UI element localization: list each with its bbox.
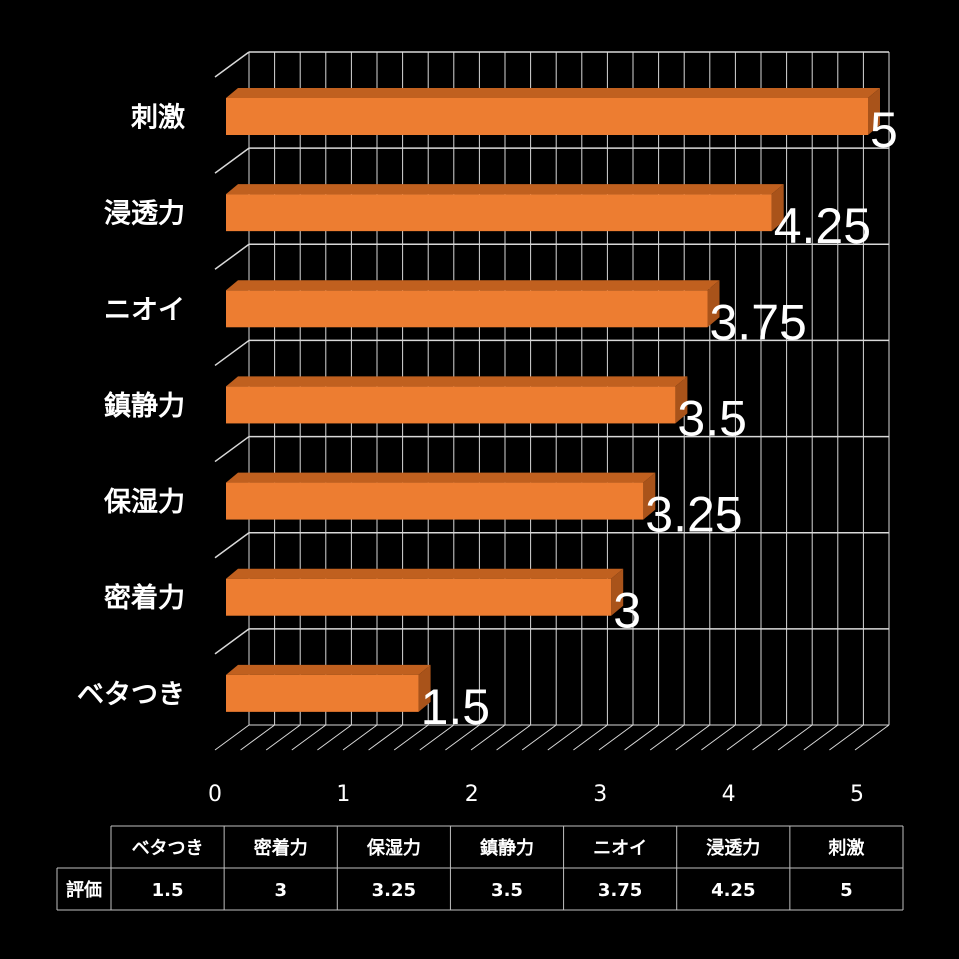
gridline-floor bbox=[752, 724, 787, 751]
gridline-floor bbox=[854, 724, 890, 751]
table-cell: 3.25 bbox=[372, 880, 416, 901]
bar bbox=[226, 290, 708, 328]
gridline-floor bbox=[598, 724, 634, 751]
data-label: 4.25 bbox=[774, 198, 871, 254]
gridline-floor bbox=[649, 724, 685, 751]
gridline-floor bbox=[393, 724, 429, 751]
gridline-floor bbox=[214, 724, 250, 751]
category-label: 密着力 bbox=[104, 582, 185, 614]
gridline-floor bbox=[675, 724, 711, 751]
bar-side bbox=[643, 472, 656, 520]
bar bbox=[226, 98, 868, 135]
x-tick-label: 3 bbox=[593, 782, 607, 807]
gridline-floor bbox=[291, 724, 327, 751]
category-label: 鎮静力 bbox=[104, 390, 185, 422]
bar bbox=[226, 386, 676, 424]
table-column-header: ベタつき bbox=[132, 838, 204, 859]
bar-top bbox=[226, 88, 880, 98]
side-wall-line bbox=[214, 532, 250, 559]
data-label: 1.5 bbox=[421, 679, 491, 735]
gridline-floor bbox=[445, 724, 480, 751]
side-wall-line bbox=[214, 435, 250, 463]
gridline-floor bbox=[547, 724, 583, 751]
gridline-floor bbox=[496, 724, 531, 751]
bar-side bbox=[868, 88, 880, 135]
table-column-header: ニオイ bbox=[593, 838, 647, 859]
x-tick-label: 5 bbox=[850, 782, 864, 807]
table-column-header: 密着力 bbox=[254, 837, 308, 859]
gridline-floor bbox=[573, 724, 608, 751]
side-wall-line bbox=[214, 243, 250, 270]
bar-side bbox=[707, 280, 720, 328]
table-row-label: 評価 bbox=[66, 879, 102, 901]
gridline-floor bbox=[701, 724, 736, 751]
category-label: 刺激 bbox=[131, 102, 185, 134]
gridline-floor bbox=[240, 724, 275, 751]
category-label: ニオイ bbox=[104, 295, 185, 326]
category-label: 保湿力 bbox=[103, 487, 185, 518]
gridline-floor bbox=[829, 724, 864, 751]
gridline-floor bbox=[470, 724, 506, 751]
bar-top bbox=[226, 664, 431, 675]
gridline-floor bbox=[777, 724, 813, 751]
data-label: 5 bbox=[870, 102, 898, 158]
table-cell: 3 bbox=[274, 880, 287, 901]
bar-side bbox=[771, 184, 784, 232]
bar-side bbox=[611, 568, 624, 616]
bar-side bbox=[675, 376, 688, 424]
gridline-floor bbox=[265, 724, 301, 751]
x-tick-label: 2 bbox=[465, 782, 479, 807]
gridline-floor bbox=[624, 724, 659, 751]
x-tick-label: 1 bbox=[336, 782, 350, 807]
bar bbox=[226, 578, 612, 616]
bar-top bbox=[226, 280, 720, 291]
side-wall-line bbox=[214, 339, 250, 367]
table-cell: 4.25 bbox=[711, 880, 755, 901]
side-wall-line bbox=[214, 628, 250, 655]
gridline-floor bbox=[419, 724, 455, 751]
gridline-floor bbox=[342, 724, 378, 751]
data-label: 3 bbox=[613, 583, 641, 639]
bar bbox=[226, 194, 772, 232]
table-cell: 3.75 bbox=[598, 880, 642, 901]
gridline-floor bbox=[803, 724, 839, 751]
table-column-header: 刺激 bbox=[828, 837, 864, 859]
side-wall-line bbox=[214, 51, 250, 78]
gridline-floor bbox=[521, 724, 557, 751]
bar bbox=[226, 482, 644, 520]
table-cell: 5 bbox=[840, 880, 853, 901]
x-tick-label: 0 bbox=[208, 782, 222, 807]
table-cell: 3.5 bbox=[491, 880, 523, 901]
category-label: ベタつき bbox=[77, 679, 185, 710]
category-label: 浸透力 bbox=[104, 199, 185, 230]
gridline-floor bbox=[317, 724, 352, 751]
data-label: 3.75 bbox=[710, 294, 807, 350]
bar-top bbox=[226, 184, 784, 195]
data-label: 3.25 bbox=[645, 487, 742, 543]
table-cell: 1.5 bbox=[152, 880, 184, 901]
table-column-header: 保湿力 bbox=[366, 837, 421, 859]
bar bbox=[226, 674, 419, 712]
table-column-header: 鎮静力 bbox=[480, 837, 534, 859]
bar-top bbox=[226, 568, 624, 579]
x-tick-label: 4 bbox=[722, 782, 736, 807]
gridline-floor bbox=[368, 724, 403, 751]
bar-top bbox=[226, 376, 688, 387]
data-label: 3.5 bbox=[677, 390, 747, 446]
bar-side bbox=[418, 664, 431, 712]
side-wall-line bbox=[214, 147, 250, 174]
table-column-header: 浸透力 bbox=[706, 837, 760, 859]
bar-top bbox=[226, 472, 656, 483]
gridline-floor bbox=[726, 724, 762, 751]
